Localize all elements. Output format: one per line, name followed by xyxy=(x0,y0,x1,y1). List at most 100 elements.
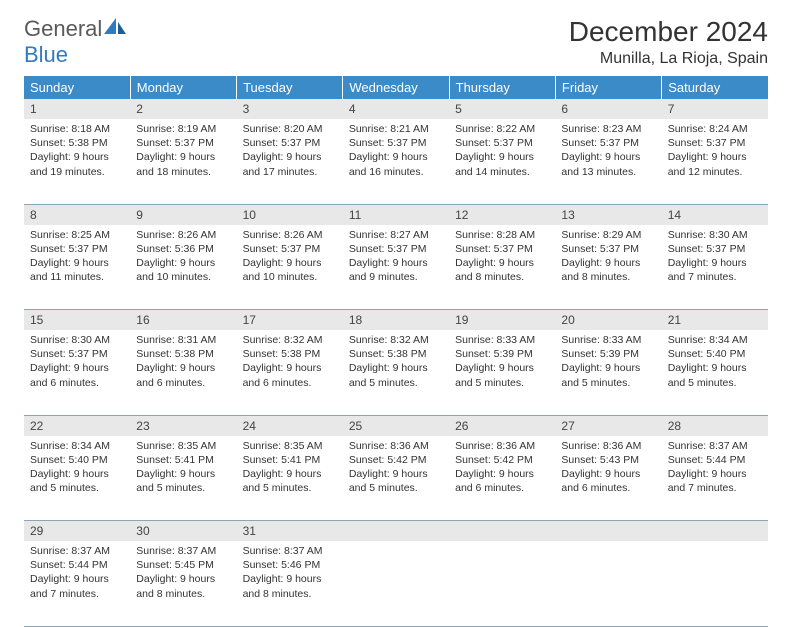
logo-part1: General xyxy=(24,16,102,41)
day-details: Sunrise: 8:37 AMSunset: 5:44 PMDaylight:… xyxy=(662,436,768,502)
day-number-cell: 5 xyxy=(449,99,555,119)
weekday-header-row: Sunday Monday Tuesday Wednesday Thursday… xyxy=(24,76,768,99)
weekday-header: Monday xyxy=(130,76,236,99)
day-data-cell: Sunrise: 8:33 AMSunset: 5:39 PMDaylight:… xyxy=(555,330,661,415)
day-data-cell: Sunrise: 8:35 AMSunset: 5:41 PMDaylight:… xyxy=(237,436,343,521)
day-details: Sunrise: 8:23 AMSunset: 5:37 PMDaylight:… xyxy=(555,119,661,185)
day-data-cell: Sunrise: 8:19 AMSunset: 5:37 PMDaylight:… xyxy=(130,119,236,204)
day-number-cell: 26 xyxy=(449,415,555,436)
day-details: Sunrise: 8:36 AMSunset: 5:43 PMDaylight:… xyxy=(555,436,661,502)
day-number-cell: 17 xyxy=(237,310,343,331)
day-number-cell: 27 xyxy=(555,415,661,436)
day-number-cell xyxy=(449,521,555,542)
day-data-cell: Sunrise: 8:26 AMSunset: 5:37 PMDaylight:… xyxy=(237,225,343,310)
day-number-cell xyxy=(662,521,768,542)
day-number-cell: 28 xyxy=(662,415,768,436)
day-number-cell: 9 xyxy=(130,204,236,225)
day-details: Sunrise: 8:32 AMSunset: 5:38 PMDaylight:… xyxy=(237,330,343,396)
day-data-cell: Sunrise: 8:36 AMSunset: 5:42 PMDaylight:… xyxy=(343,436,449,521)
day-details: Sunrise: 8:18 AMSunset: 5:38 PMDaylight:… xyxy=(24,119,130,185)
location-text: Munilla, La Rioja, Spain xyxy=(569,50,768,68)
logo-part2: Blue xyxy=(24,42,68,67)
day-data-cell: Sunrise: 8:21 AMSunset: 5:37 PMDaylight:… xyxy=(343,119,449,204)
day-details: Sunrise: 8:20 AMSunset: 5:37 PMDaylight:… xyxy=(237,119,343,185)
day-number-cell: 1 xyxy=(24,99,130,119)
day-details: Sunrise: 8:37 AMSunset: 5:44 PMDaylight:… xyxy=(24,541,130,607)
calendar-table: Sunday Monday Tuesday Wednesday Thursday… xyxy=(24,76,768,627)
day-data-cell: Sunrise: 8:32 AMSunset: 5:38 PMDaylight:… xyxy=(237,330,343,415)
day-details: Sunrise: 8:22 AMSunset: 5:37 PMDaylight:… xyxy=(449,119,555,185)
day-details: Sunrise: 8:29 AMSunset: 5:37 PMDaylight:… xyxy=(555,225,661,291)
day-data-cell: Sunrise: 8:22 AMSunset: 5:37 PMDaylight:… xyxy=(449,119,555,204)
day-data-cell: Sunrise: 8:34 AMSunset: 5:40 PMDaylight:… xyxy=(662,330,768,415)
day-number-cell: 16 xyxy=(130,310,236,331)
day-number-cell: 7 xyxy=(662,99,768,119)
day-number-cell: 8 xyxy=(24,204,130,225)
day-number-row: 293031 xyxy=(24,521,768,542)
day-data-cell: Sunrise: 8:20 AMSunset: 5:37 PMDaylight:… xyxy=(237,119,343,204)
day-data-cell: Sunrise: 8:36 AMSunset: 5:42 PMDaylight:… xyxy=(449,436,555,521)
day-data-cell: Sunrise: 8:35 AMSunset: 5:41 PMDaylight:… xyxy=(130,436,236,521)
logo-text: General Blue xyxy=(24,16,128,68)
weekday-header: Thursday xyxy=(449,76,555,99)
weekday-header: Wednesday xyxy=(343,76,449,99)
day-details: Sunrise: 8:30 AMSunset: 5:37 PMDaylight:… xyxy=(24,330,130,396)
day-data-cell: Sunrise: 8:37 AMSunset: 5:46 PMDaylight:… xyxy=(237,541,343,626)
day-data-cell: Sunrise: 8:34 AMSunset: 5:40 PMDaylight:… xyxy=(24,436,130,521)
day-details: Sunrise: 8:37 AMSunset: 5:46 PMDaylight:… xyxy=(237,541,343,607)
day-details: Sunrise: 8:30 AMSunset: 5:37 PMDaylight:… xyxy=(662,225,768,291)
day-data-cell xyxy=(662,541,768,626)
brand-logo: General Blue xyxy=(24,16,128,68)
day-data-cell: Sunrise: 8:18 AMSunset: 5:38 PMDaylight:… xyxy=(24,119,130,204)
day-number-cell xyxy=(343,521,449,542)
day-data-cell: Sunrise: 8:36 AMSunset: 5:43 PMDaylight:… xyxy=(555,436,661,521)
day-details: Sunrise: 8:25 AMSunset: 5:37 PMDaylight:… xyxy=(24,225,130,291)
day-number-cell: 20 xyxy=(555,310,661,331)
day-data-cell: Sunrise: 8:26 AMSunset: 5:36 PMDaylight:… xyxy=(130,225,236,310)
day-data-cell: Sunrise: 8:37 AMSunset: 5:44 PMDaylight:… xyxy=(662,436,768,521)
day-number-cell: 25 xyxy=(343,415,449,436)
day-details: Sunrise: 8:31 AMSunset: 5:38 PMDaylight:… xyxy=(130,330,236,396)
day-details: Sunrise: 8:35 AMSunset: 5:41 PMDaylight:… xyxy=(130,436,236,502)
day-number-cell: 22 xyxy=(24,415,130,436)
day-data-cell: Sunrise: 8:30 AMSunset: 5:37 PMDaylight:… xyxy=(662,225,768,310)
day-details: Sunrise: 8:32 AMSunset: 5:38 PMDaylight:… xyxy=(343,330,449,396)
day-data-cell xyxy=(555,541,661,626)
weekday-header: Saturday xyxy=(662,76,768,99)
day-data-row: Sunrise: 8:25 AMSunset: 5:37 PMDaylight:… xyxy=(24,225,768,310)
day-data-cell: Sunrise: 8:27 AMSunset: 5:37 PMDaylight:… xyxy=(343,225,449,310)
sail-icon xyxy=(102,16,128,36)
day-details: Sunrise: 8:36 AMSunset: 5:42 PMDaylight:… xyxy=(343,436,449,502)
day-data-row: Sunrise: 8:34 AMSunset: 5:40 PMDaylight:… xyxy=(24,436,768,521)
header: General Blue December 2024 Munilla, La R… xyxy=(24,16,768,68)
title-block: December 2024 Munilla, La Rioja, Spain xyxy=(569,16,768,68)
day-number-cell xyxy=(555,521,661,542)
day-number-cell: 12 xyxy=(449,204,555,225)
day-number-cell: 24 xyxy=(237,415,343,436)
day-data-cell xyxy=(449,541,555,626)
day-data-row: Sunrise: 8:18 AMSunset: 5:38 PMDaylight:… xyxy=(24,119,768,204)
day-number-cell: 15 xyxy=(24,310,130,331)
weekday-header: Sunday xyxy=(24,76,130,99)
day-details: Sunrise: 8:28 AMSunset: 5:37 PMDaylight:… xyxy=(449,225,555,291)
day-details: Sunrise: 8:27 AMSunset: 5:37 PMDaylight:… xyxy=(343,225,449,291)
day-data-cell: Sunrise: 8:28 AMSunset: 5:37 PMDaylight:… xyxy=(449,225,555,310)
day-details: Sunrise: 8:34 AMSunset: 5:40 PMDaylight:… xyxy=(662,330,768,396)
day-details: Sunrise: 8:21 AMSunset: 5:37 PMDaylight:… xyxy=(343,119,449,185)
day-number-cell: 18 xyxy=(343,310,449,331)
day-details: Sunrise: 8:33 AMSunset: 5:39 PMDaylight:… xyxy=(449,330,555,396)
day-data-cell: Sunrise: 8:37 AMSunset: 5:45 PMDaylight:… xyxy=(130,541,236,626)
day-details: Sunrise: 8:19 AMSunset: 5:37 PMDaylight:… xyxy=(130,119,236,185)
day-number-row: 22232425262728 xyxy=(24,415,768,436)
day-number-cell: 4 xyxy=(343,99,449,119)
day-data-cell: Sunrise: 8:30 AMSunset: 5:37 PMDaylight:… xyxy=(24,330,130,415)
day-data-cell: Sunrise: 8:32 AMSunset: 5:38 PMDaylight:… xyxy=(343,330,449,415)
day-details: Sunrise: 8:36 AMSunset: 5:42 PMDaylight:… xyxy=(449,436,555,502)
day-data-cell: Sunrise: 8:25 AMSunset: 5:37 PMDaylight:… xyxy=(24,225,130,310)
day-number-cell: 13 xyxy=(555,204,661,225)
weekday-header: Friday xyxy=(555,76,661,99)
day-number-cell: 6 xyxy=(555,99,661,119)
day-number-cell: 2 xyxy=(130,99,236,119)
day-data-cell: Sunrise: 8:29 AMSunset: 5:37 PMDaylight:… xyxy=(555,225,661,310)
day-number-cell: 31 xyxy=(237,521,343,542)
